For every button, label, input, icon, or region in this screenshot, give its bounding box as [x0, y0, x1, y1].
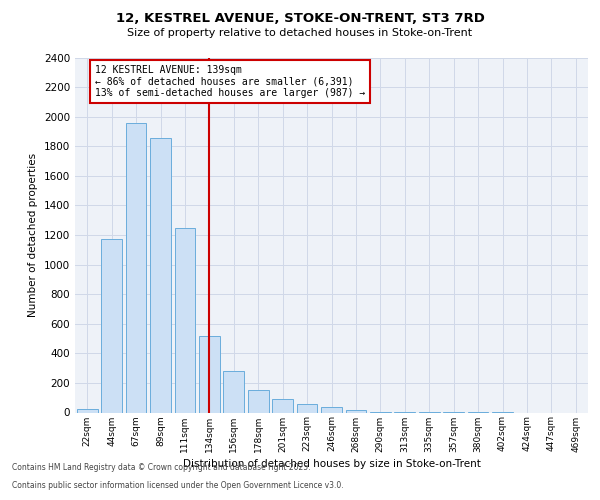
X-axis label: Distribution of detached houses by size in Stoke-on-Trent: Distribution of detached houses by size … [182, 458, 481, 468]
Bar [125, 122, 146, 412]
Text: Size of property relative to detached houses in Stoke-on-Trent: Size of property relative to detached ho… [127, 28, 473, 38]
Bar [296, 404, 317, 412]
Bar [101, 240, 122, 412]
Bar [223, 371, 244, 412]
Bar [77, 409, 98, 412]
Bar [272, 399, 293, 412]
Bar [199, 336, 220, 412]
Text: 12 KESTREL AVENUE: 139sqm
← 86% of detached houses are smaller (6,391)
13% of se: 12 KESTREL AVENUE: 139sqm ← 86% of detac… [95, 65, 365, 98]
Text: Contains HM Land Registry data © Crown copyright and database right 2025.: Contains HM Land Registry data © Crown c… [12, 464, 311, 472]
Bar [321, 406, 342, 412]
Bar [346, 410, 367, 412]
Y-axis label: Number of detached properties: Number of detached properties [28, 153, 38, 317]
Bar [175, 228, 196, 412]
Text: Contains public sector information licensed under the Open Government Licence v3: Contains public sector information licen… [12, 481, 344, 490]
Text: 12, KESTREL AVENUE, STOKE-ON-TRENT, ST3 7RD: 12, KESTREL AVENUE, STOKE-ON-TRENT, ST3 … [116, 12, 484, 26]
Bar [150, 138, 171, 412]
Bar [248, 390, 269, 412]
